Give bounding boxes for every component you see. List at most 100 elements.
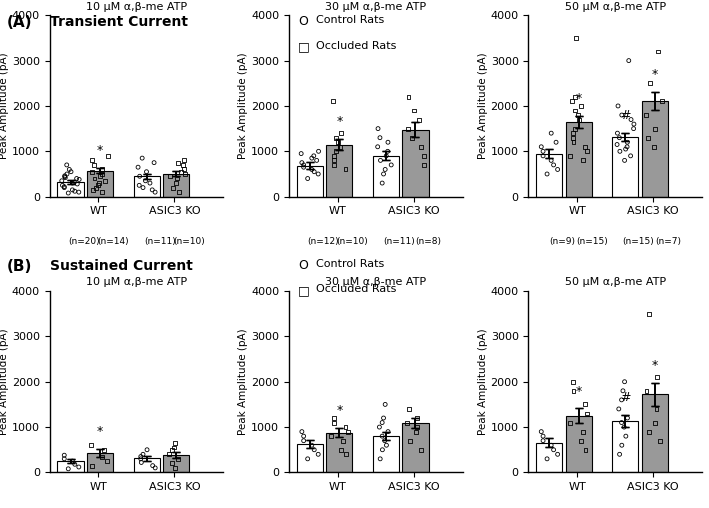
Y-axis label: Peak Amplitude (pA): Peak Amplitude (pA) <box>478 53 488 160</box>
Text: O: O <box>298 15 308 28</box>
Point <box>61 161 72 169</box>
Text: (n=14): (n=14) <box>97 237 129 245</box>
Point <box>96 170 107 178</box>
Point <box>564 152 576 160</box>
Point <box>88 186 99 194</box>
Point <box>141 446 152 454</box>
Text: *: * <box>576 385 582 398</box>
Point <box>569 93 581 101</box>
Point <box>138 183 149 192</box>
Text: □: □ <box>298 284 310 298</box>
Bar <box>57 461 84 472</box>
Point <box>378 170 389 178</box>
Point <box>571 34 582 42</box>
Point <box>65 168 77 176</box>
Point <box>404 436 415 445</box>
Point <box>86 441 97 449</box>
Point <box>415 143 427 151</box>
Point <box>374 455 386 463</box>
Text: *: * <box>336 115 342 128</box>
Bar <box>297 444 323 472</box>
Point <box>96 453 108 461</box>
Point <box>96 166 108 174</box>
Point <box>649 419 661 427</box>
Point <box>150 188 161 196</box>
Point <box>375 156 386 165</box>
Text: *: * <box>97 425 103 438</box>
Point <box>340 450 352 458</box>
Text: (n=10): (n=10) <box>337 237 369 245</box>
Point <box>328 161 340 169</box>
Point <box>612 129 623 137</box>
Point <box>535 428 547 436</box>
Point <box>59 451 70 459</box>
Point <box>379 436 391 445</box>
Point <box>535 143 547 151</box>
Point <box>651 373 662 381</box>
Point <box>620 432 632 440</box>
Point <box>99 177 111 185</box>
Bar <box>642 394 668 472</box>
Point <box>340 423 351 431</box>
Bar <box>566 416 592 472</box>
Point <box>103 152 114 160</box>
Point <box>579 143 591 151</box>
Point <box>406 134 418 142</box>
Point <box>61 170 72 178</box>
Title: 10 μM α,β-me ATP: 10 μM α,β-me ATP <box>86 2 187 12</box>
Point <box>337 436 349 445</box>
Point <box>572 111 584 119</box>
Point <box>625 115 637 123</box>
Point <box>137 154 148 162</box>
Point <box>298 161 309 169</box>
Point <box>542 170 553 178</box>
Point <box>412 414 423 422</box>
Point <box>413 115 425 123</box>
Point <box>145 179 156 187</box>
Point <box>169 439 181 447</box>
Text: (n=10): (n=10) <box>173 237 205 245</box>
Point <box>179 170 190 178</box>
Point <box>379 166 391 174</box>
Point <box>616 441 627 449</box>
Point <box>381 152 392 160</box>
Bar <box>613 421 639 472</box>
Point <box>135 453 147 461</box>
Point <box>616 111 627 119</box>
Text: Control Rats: Control Rats <box>316 15 384 25</box>
Text: Occluded Rats: Occluded Rats <box>316 284 396 295</box>
Point <box>575 102 586 110</box>
Text: □: □ <box>298 41 310 54</box>
Point <box>135 455 147 463</box>
Point <box>545 441 557 449</box>
Text: O: O <box>298 259 308 272</box>
Point <box>542 455 553 463</box>
Point <box>73 188 84 196</box>
Bar <box>133 458 160 472</box>
Point <box>179 166 190 174</box>
Point <box>296 149 307 157</box>
Point <box>140 177 151 185</box>
Point <box>173 188 184 196</box>
Point <box>141 168 152 176</box>
Point <box>574 115 585 123</box>
Point <box>581 409 593 418</box>
Point <box>59 183 70 191</box>
Point <box>618 387 629 395</box>
Point <box>296 158 308 167</box>
Point <box>548 161 559 169</box>
Point <box>614 134 625 142</box>
Point <box>569 107 581 115</box>
Point <box>575 436 586 445</box>
Point <box>628 124 640 133</box>
Text: #: # <box>620 391 630 404</box>
Bar <box>373 436 399 472</box>
Point <box>376 179 388 187</box>
Point <box>648 143 659 151</box>
Point <box>298 436 309 445</box>
Point <box>98 446 109 454</box>
Point <box>133 181 145 189</box>
Point <box>69 460 81 468</box>
Point <box>330 134 341 142</box>
Point <box>611 140 623 148</box>
